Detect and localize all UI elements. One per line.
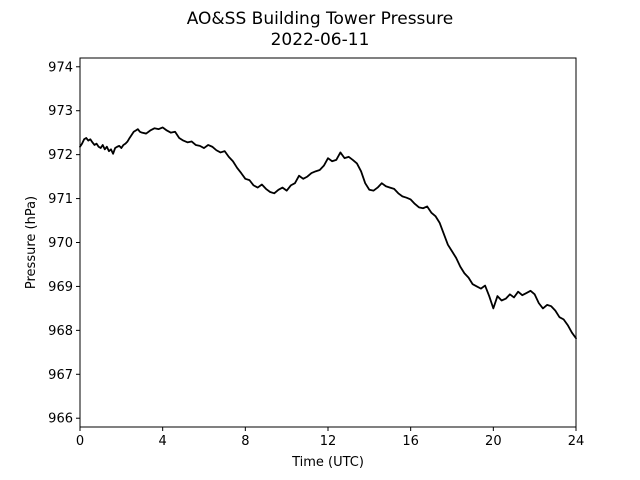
chart-title: AO&SS Building Tower Pressure — [187, 9, 454, 29]
x-axis-label: Time (UTC) — [291, 455, 364, 470]
y-tick-label: 971 — [48, 192, 73, 207]
y-tick-label: 973 — [48, 104, 73, 119]
y-tick-label: 970 — [48, 236, 73, 251]
x-tick-label: 0 — [76, 434, 84, 449]
x-tick-label: 16 — [402, 434, 419, 449]
x-tick-label: 24 — [568, 434, 585, 449]
y-tick-label: 974 — [48, 60, 73, 75]
x-tick-label: 12 — [320, 434, 337, 449]
x-tick-label: 4 — [159, 434, 167, 449]
y-axis-label: Pressure (hPa) — [24, 196, 39, 289]
y-tick-label: 969 — [48, 280, 73, 295]
y-tick-label: 968 — [48, 324, 73, 339]
pressure-series-line — [79, 126, 577, 340]
x-tick-label: 8 — [241, 434, 249, 449]
plot-area — [80, 58, 576, 427]
y-tick-label: 972 — [48, 148, 73, 163]
y-axis: 966 967 968 969 970 971 972 973 974 — [48, 60, 80, 427]
x-tick-label: 20 — [485, 434, 502, 449]
plot-frame — [79, 57, 577, 428]
y-tick-label: 967 — [48, 368, 73, 383]
chart-subtitle: 2022-06-11 — [271, 30, 370, 50]
y-tick-label: 966 — [48, 412, 73, 427]
x-axis: 0 4 8 12 16 20 24 — [76, 427, 584, 449]
